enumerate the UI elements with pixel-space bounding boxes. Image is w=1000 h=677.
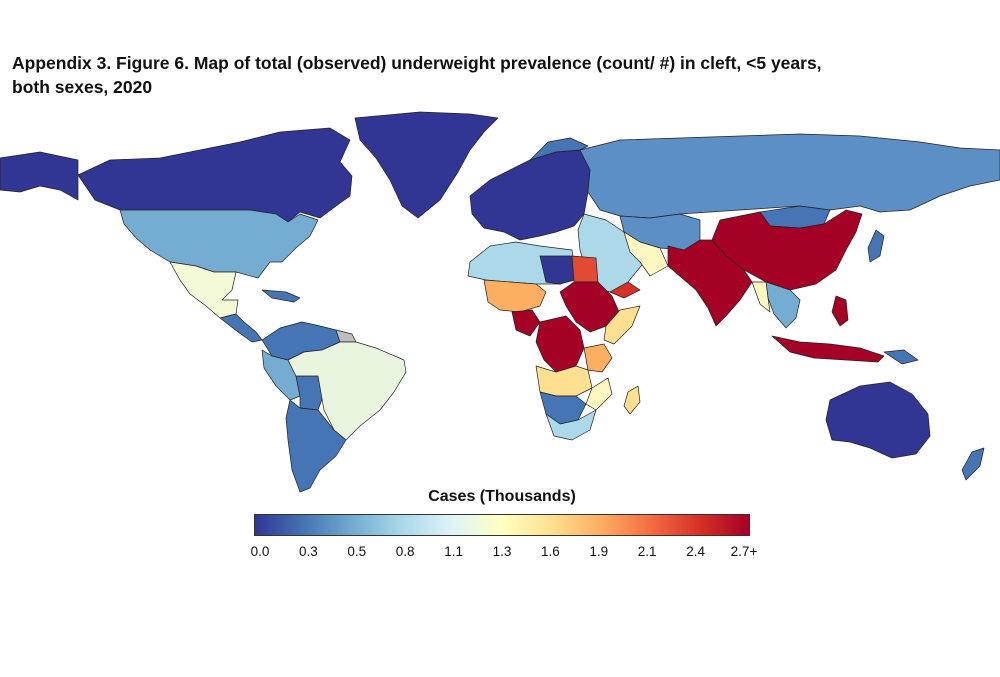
region-png bbox=[883, 349, 919, 365]
legend-color-bar bbox=[254, 514, 750, 536]
world-choropleth-map bbox=[0, 111, 1000, 493]
legend-tick-label: 0.0 bbox=[250, 544, 270, 559]
region-southeast-asia bbox=[765, 281, 801, 329]
map-title: Appendix 3. Figure 6. Map of total (obse… bbox=[12, 51, 988, 99]
region-europe bbox=[469, 149, 591, 241]
region-southern-cone bbox=[285, 399, 347, 493]
legend-tick-label: 2.4 bbox=[686, 544, 705, 559]
region-philippines bbox=[831, 295, 849, 327]
legend-tick-label: 0.5 bbox=[347, 544, 367, 559]
region-tanzania bbox=[583, 343, 613, 373]
region-caribbean bbox=[261, 289, 301, 303]
region-madagascar bbox=[623, 385, 641, 415]
region-indonesia bbox=[771, 335, 885, 363]
region-greenland bbox=[354, 111, 499, 219]
region-angola bbox=[535, 365, 593, 397]
legend-title: Cases (Thousands) bbox=[428, 488, 576, 505]
region-south-africa bbox=[545, 409, 597, 441]
region-south-asia bbox=[667, 239, 753, 327]
region-canada bbox=[77, 127, 353, 223]
region-myanmar bbox=[751, 281, 771, 313]
region-new-zealand bbox=[961, 447, 985, 481]
legend-tick-label: 1.3 bbox=[492, 544, 512, 559]
map-title-line-2: both sexes, 2020 bbox=[12, 77, 153, 97]
region-horn-of-africa bbox=[603, 305, 641, 345]
legend-tick-label: 2.1 bbox=[637, 544, 657, 559]
region-scandinavia bbox=[529, 137, 589, 161]
region-sahel bbox=[483, 279, 547, 313]
region-egypt bbox=[571, 255, 599, 283]
legend-tick-label: 2.7+ bbox=[730, 544, 758, 559]
region-central-africa bbox=[535, 315, 585, 373]
legend-tick-label: 1.9 bbox=[589, 544, 609, 559]
region-yemen bbox=[609, 281, 641, 299]
region-russia bbox=[579, 133, 1000, 219]
region-mozambique bbox=[585, 377, 613, 411]
region-alaska bbox=[0, 151, 79, 201]
region-libya bbox=[539, 255, 575, 285]
region-central-america bbox=[219, 313, 263, 343]
legend-tick-label: 0.8 bbox=[395, 544, 415, 559]
legend-tick-label: 0.3 bbox=[299, 544, 318, 559]
map-title-line-1: Appendix 3. Figure 6. Map of total (obse… bbox=[12, 53, 822, 73]
region-iran bbox=[623, 231, 669, 277]
region-usa bbox=[119, 209, 319, 279]
region-brazil bbox=[287, 341, 407, 441]
region-japan bbox=[867, 229, 885, 263]
region-nigeria bbox=[511, 309, 541, 337]
region-australia bbox=[825, 381, 931, 459]
legend-tick-label: 1.1 bbox=[444, 544, 463, 559]
region-east-africa bbox=[559, 281, 621, 333]
region-mexico bbox=[169, 261, 239, 319]
legend-tick-label: 1.6 bbox=[541, 544, 560, 559]
